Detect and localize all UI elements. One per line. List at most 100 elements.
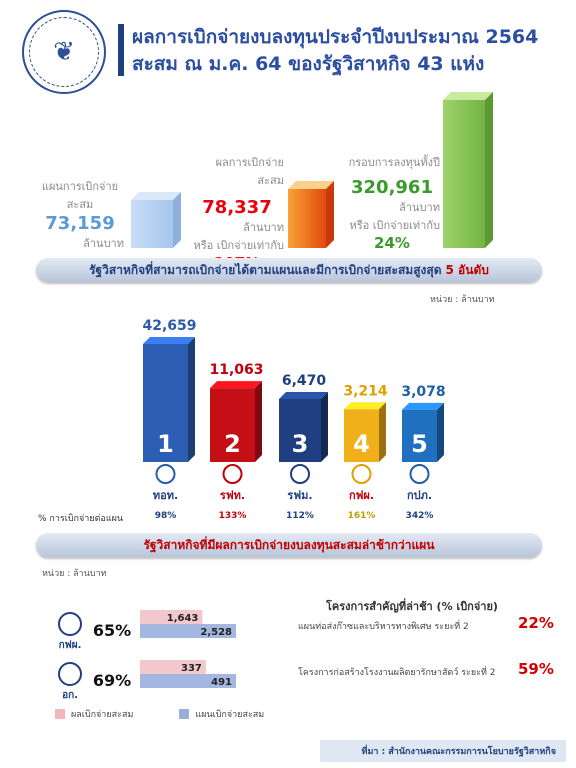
enterprise-logo-icon <box>409 464 430 484</box>
pct-of-plan-value: 133% <box>219 511 247 521</box>
framework-cube <box>443 92 493 248</box>
actual-ratio-label: หรือ เบิกจ่ายเท่ากับ <box>193 239 284 252</box>
rank-bar-3 <box>279 391 328 462</box>
legend: ผลเบิกจ่ายสะสม แผนเบิกจ่ายสะสม <box>55 707 264 721</box>
actual-unit: ล้านบาท <box>243 221 284 234</box>
agency-logo: ❦ <box>22 10 106 94</box>
framework-summary: กรอบการลงทุนทั้งปี 320,961 ล้านบาท หรือ … <box>344 153 440 252</box>
section2-unit: หน่วย : ล้านบาท <box>42 569 107 579</box>
section1-unit: หน่วย : ล้านบาท <box>430 295 495 305</box>
section1-title-count: 5 อันดับ <box>445 262 489 277</box>
rank-bar-top <box>279 391 328 399</box>
framework-ratio-label: หรือ เบิกจ่ายเท่ากับ <box>349 219 440 232</box>
plan-bar <box>140 624 236 638</box>
rank-number: 2 <box>224 430 241 458</box>
rank-bar-4 <box>344 402 386 462</box>
legend-actual-swatch <box>55 709 65 719</box>
rank-bar-side <box>188 337 195 462</box>
project-2-name: โครงการก่อสร้างโรงงานผลิตยารักษาสัตว์ ระ… <box>298 668 496 678</box>
framework-ratio: 24% <box>374 234 410 252</box>
legend-plan-swatch <box>179 709 190 719</box>
garuda-emblem-icon: ❦ <box>29 17 99 87</box>
rank-number: 1 <box>157 430 174 458</box>
pct-of-plan-value: 342% <box>406 511 434 521</box>
rank-number: 3 <box>292 430 309 458</box>
rank-bar-side <box>321 391 328 462</box>
rank-bar-face <box>344 409 379 462</box>
project-2-pct: 59% <box>518 660 554 678</box>
framework-label: กรอบการลงทุนทั้งปี <box>348 156 440 169</box>
rank-bar-top <box>402 402 444 410</box>
actual-summary: ผลการเบิกจ่ายสะสม 78,337 ล้านบาท หรือ เบ… <box>190 153 284 272</box>
enterprise-abbr: รฟม. <box>287 489 312 502</box>
plan-value: 73,159 <box>45 213 115 234</box>
rank-bar-top <box>344 402 386 410</box>
project-1-pct: 22% <box>518 614 554 632</box>
section2-title-band: รัฐวิสาหกิจที่มีผลการเบิกจ่ายงบลงทุนสะสม… <box>36 533 542 557</box>
enterprise-abbr: กปภ. <box>407 489 432 502</box>
actual-cube <box>288 181 334 248</box>
rank-bar-face <box>143 344 188 462</box>
pct-of-plan-value: 98% <box>155 511 177 521</box>
rank-bar-2 <box>210 381 262 462</box>
title-line-1: ผลการเบิกจ่ายงบลงทุนประจำปีงบประมาณ 2564 <box>132 26 539 48</box>
enterprise-abbr: รฟท. <box>220 489 245 502</box>
rank-number: 5 <box>411 430 428 458</box>
rank-bar-top <box>210 381 262 389</box>
rank-value-label: 3,214 <box>343 383 388 399</box>
title-line-2: สะสม ณ ม.ค. 64 ของรัฐวิสาหกิจ 43 แห่ง <box>132 53 485 75</box>
legend-actual-label: ผลเบิกจ่ายสะสม <box>71 710 134 720</box>
rank-value-label: 3,078 <box>401 384 445 400</box>
plan-value-label: 2,528 <box>200 627 232 638</box>
plan-bar <box>140 674 236 688</box>
enterprise-abbr: ทอท. <box>153 489 178 502</box>
enterprise-logo-icon <box>222 464 243 484</box>
framework-value: 320,961 <box>351 177 433 198</box>
source-text: ที่มา : สำนักงานคณะกรรมการนโยบายรัฐวิสาห… <box>361 747 556 757</box>
rank-value-label: 42,659 <box>142 318 196 334</box>
rank-value-label: 6,470 <box>282 373 327 389</box>
source-note: ที่มา : สำนักงานคณะกรรมการนโยบายรัฐวิสาห… <box>320 740 566 762</box>
actual-label: ผลการเบิกจ่ายสะสม <box>215 156 284 187</box>
pct-of-plan-value: 112% <box>286 511 314 521</box>
actual-bar <box>140 660 206 674</box>
top5-bar-chart: 1 42,659 ทอท. 98% 2 11,063 รฟท. 133% 3 6,470 รฟม. 1… <box>142 318 445 521</box>
page-title: ผลการเบิกจ่ายงบลงทุนประจำปีงบประมาณ 2564… <box>132 24 572 78</box>
rank-bar-side <box>437 402 444 462</box>
plan-label: แผนการเบิกจ่ายสะสม <box>41 180 119 211</box>
delayed-enterprise-abbr: อก. <box>62 690 78 700</box>
plan-summary: แผนการเบิกจ่ายสะสม 73,159 ล้านบาท <box>30 177 130 252</box>
rank-bar-side <box>255 381 262 462</box>
enterprise-logo-icon <box>58 662 82 686</box>
enterprise-logo-icon <box>58 612 82 636</box>
delayed-percent: 65% <box>93 621 131 640</box>
framework-unit: ล้านบาท <box>399 201 440 214</box>
rank-bar-side <box>379 402 386 462</box>
title-accent-bar <box>118 24 124 76</box>
pct-of-plan-value: 161% <box>348 511 376 521</box>
enterprise-logo-icon <box>155 464 176 484</box>
actual-bar <box>140 610 203 624</box>
rank-bar-face <box>402 409 437 462</box>
rank-number: 4 <box>353 430 370 458</box>
delayed-enterprise-abbr: กฟผ. <box>59 639 82 651</box>
enterprise-logo-icon <box>351 464 372 484</box>
plan-unit: ล้านบาท <box>83 237 124 250</box>
rank-bar-top <box>143 337 195 344</box>
enterprise-logo-icon <box>290 464 310 484</box>
project-1-name: แผนท่อส่งก๊าซและบริหารทางพิเศษ ระยะที่ 2 <box>298 622 469 632</box>
delayed-percent: 69% <box>93 671 131 690</box>
actual-value-label: 337 <box>181 663 202 674</box>
summary-graphics <box>131 92 493 248</box>
rank-value-label: 11,063 <box>209 362 263 378</box>
rank-bar-face <box>279 398 321 462</box>
section2-title: รัฐวิสาหกิจที่มีผลการเบิกจ่ายงบลงทุนสะสม… <box>143 537 435 552</box>
legend-plan-label: แผนเบิกจ่ายสะสม <box>195 710 265 720</box>
pct-of-plan-label: % การเบิกจ่ายต่อแผน <box>38 514 124 524</box>
enterprise-abbr: กฟผ. <box>349 489 374 502</box>
plan-cube <box>131 192 181 248</box>
plan-value-label: 491 <box>211 677 232 688</box>
section1-title: รัฐวิสาหกิจที่สามารถเบิกจ่ายได้ตามแผนและ… <box>89 262 442 277</box>
section1-title-band: รัฐวิสาหกิจที่สามารถเบิกจ่ายได้ตามแผนและ… <box>36 258 542 282</box>
